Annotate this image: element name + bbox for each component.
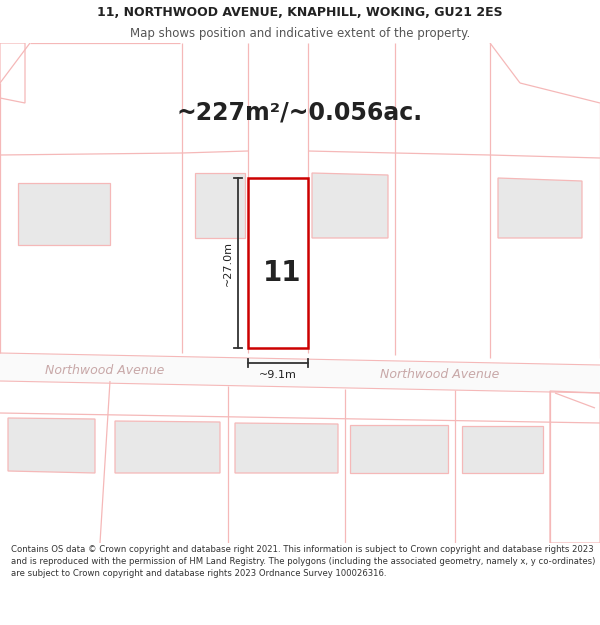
Text: Northwood Avenue: Northwood Avenue	[380, 369, 500, 381]
Text: 11: 11	[263, 259, 301, 287]
Polygon shape	[115, 421, 220, 473]
Polygon shape	[235, 423, 338, 473]
Text: 11, NORTHWOOD AVENUE, KNAPHILL, WOKING, GU21 2ES: 11, NORTHWOOD AVENUE, KNAPHILL, WOKING, …	[97, 6, 503, 19]
Polygon shape	[0, 43, 25, 103]
Text: Contains OS data © Crown copyright and database right 2021. This information is : Contains OS data © Crown copyright and d…	[11, 546, 595, 578]
Polygon shape	[8, 418, 95, 473]
Text: ~227m²/~0.056ac.: ~227m²/~0.056ac.	[177, 101, 423, 125]
Text: Map shows position and indicative extent of the property.: Map shows position and indicative extent…	[130, 27, 470, 40]
Polygon shape	[350, 425, 448, 473]
Polygon shape	[312, 173, 388, 238]
Polygon shape	[462, 426, 543, 473]
Polygon shape	[195, 173, 245, 238]
Polygon shape	[498, 178, 582, 238]
Text: ~27.0m: ~27.0m	[223, 241, 233, 286]
Polygon shape	[18, 183, 110, 245]
Text: ~9.1m: ~9.1m	[259, 370, 297, 380]
Polygon shape	[248, 178, 308, 348]
Polygon shape	[550, 391, 600, 543]
Polygon shape	[0, 353, 600, 393]
Text: Northwood Avenue: Northwood Avenue	[46, 364, 164, 378]
